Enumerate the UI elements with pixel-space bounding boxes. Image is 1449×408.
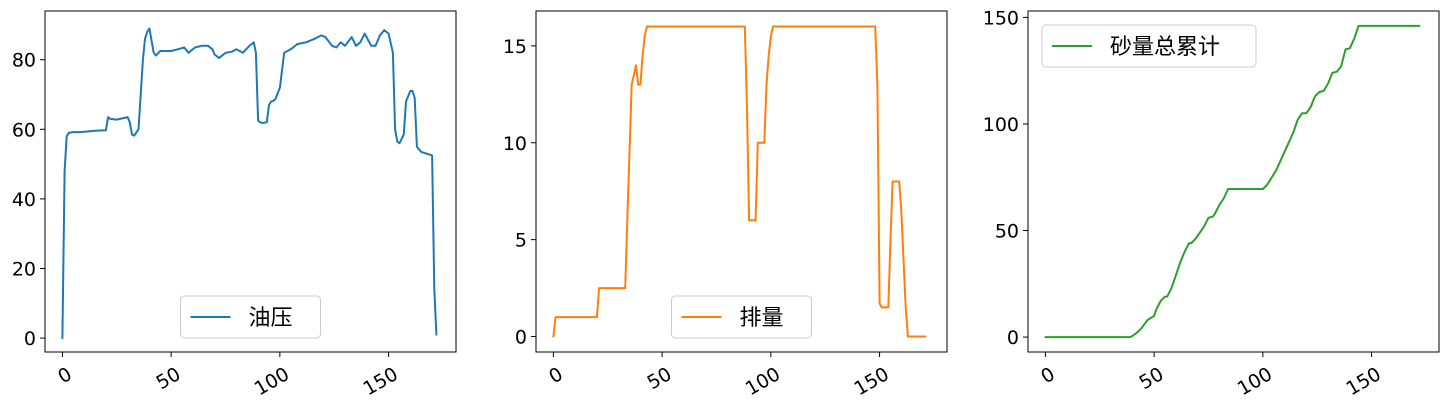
axes-frame <box>535 10 948 353</box>
legend-label: 排量 <box>740 306 784 331</box>
x-tick-label: 50 <box>152 363 184 394</box>
x-tick-label: 150 <box>359 363 401 400</box>
y-tick-label: 150 <box>983 7 1019 29</box>
x-tick-label: 100 <box>1234 363 1276 400</box>
axes-frame <box>44 10 457 353</box>
x-tick-label: 150 <box>850 363 892 400</box>
x-tick-label: 150 <box>1342 363 1384 400</box>
legend: 排量 <box>671 295 812 339</box>
x-tick-label: 0 <box>54 363 75 388</box>
legend: 砂量总累计 <box>1041 24 1257 68</box>
y-tick-label: 0 <box>515 327 527 349</box>
y-tick-label: 0 <box>1007 327 1019 349</box>
legend-label: 砂量总累计 <box>1110 35 1220 60</box>
y-tick-label: 10 <box>503 133 527 155</box>
series-line <box>1044 24 1421 339</box>
y-tick-label: 15 <box>503 36 527 58</box>
legend-box <box>180 295 321 339</box>
y-tick-label: 80 <box>12 50 36 72</box>
x-tick-label: 100 <box>742 363 784 400</box>
y-tick-label: 100 <box>983 114 1019 136</box>
x-tick-label: 50 <box>1135 363 1167 394</box>
series-line <box>61 27 438 340</box>
y-tick-label: 40 <box>12 189 36 211</box>
series-line <box>552 25 927 338</box>
chart-panel-2: 0 50 100 150 0 5 10 15 排量 <box>503 10 948 400</box>
x-tick-label: 0 <box>1037 363 1058 388</box>
y-tick-label: 5 <box>515 230 527 252</box>
legend: 油压 <box>180 295 321 339</box>
legend-box <box>1041 24 1257 68</box>
legend-box <box>671 295 812 339</box>
x-tick-label: 50 <box>643 363 675 394</box>
y-tick-label: 60 <box>12 119 36 141</box>
legend-label: 油压 <box>249 306 293 331</box>
chart-panel-1: 0 50 100 150 0 20 40 60 80 油压 <box>12 10 457 400</box>
x-tick-label: 100 <box>251 363 293 400</box>
y-tick-label: 50 <box>995 221 1019 243</box>
axes-frame <box>1027 10 1440 353</box>
x-tick-label: 0 <box>545 363 566 388</box>
y-tick-label: 0 <box>24 328 36 350</box>
chart-panel-3: 0 50 100 150 0 50 100 150 砂量总累计 <box>983 7 1440 400</box>
y-tick-label: 20 <box>12 258 36 280</box>
